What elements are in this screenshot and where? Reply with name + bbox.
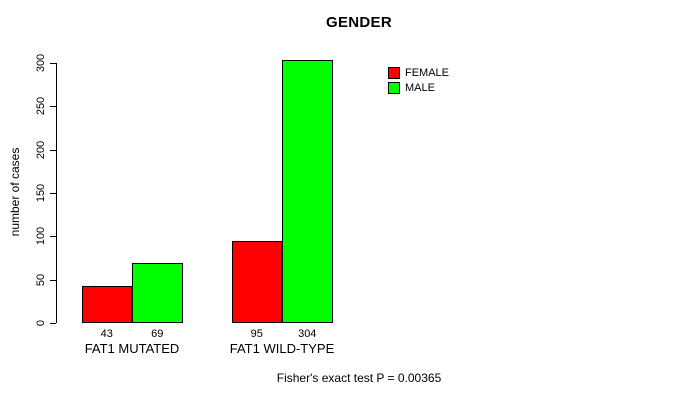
y-tick-label: 250 bbox=[35, 97, 47, 116]
y-tick-label: 200 bbox=[35, 140, 47, 159]
legend-swatch-male-icon bbox=[388, 81, 400, 94]
y-tick-mark bbox=[50, 323, 56, 324]
bar-value-label: 304 bbox=[298, 328, 317, 340]
y-tick-mark bbox=[50, 236, 56, 238]
bar-male-fat1-mutated bbox=[132, 263, 183, 323]
bar-male-fat1-wild-type bbox=[282, 59, 333, 323]
x-category-label: FAT1 MUTATED bbox=[84, 341, 180, 356]
legend-label-male: MALE bbox=[405, 81, 435, 94]
bar-female-fat1-mutated bbox=[81, 285, 132, 323]
legend-item-male: MALE bbox=[388, 80, 449, 95]
chart-title: GENDER bbox=[326, 14, 392, 31]
y-axis-line bbox=[56, 63, 57, 323]
y-tick-mark bbox=[50, 279, 56, 281]
caption-text: Fisher's exact test P = 0.00365 bbox=[276, 371, 442, 385]
legend-label-female: FEMALE bbox=[405, 66, 450, 79]
bar-female-fat1-wild-type bbox=[231, 240, 282, 323]
y-tick-mark bbox=[50, 149, 56, 151]
bar-value-label: 95 bbox=[250, 328, 263, 340]
legend-item-female: FEMALE bbox=[388, 65, 449, 80]
y-tick-mark bbox=[50, 63, 56, 64]
y-tick-mark bbox=[50, 106, 56, 108]
x-category-label: FAT1 WILD-TYPE bbox=[229, 341, 335, 356]
y-axis-label: number of cases bbox=[8, 147, 22, 237]
legend: FEMALE MALE bbox=[388, 65, 449, 95]
y-tick-label: 150 bbox=[35, 183, 47, 203]
y-tick-mark bbox=[50, 193, 56, 194]
y-tick-label: 50 bbox=[35, 273, 47, 286]
legend-swatch-female-icon bbox=[388, 66, 400, 79]
bar-value-label: 43 bbox=[100, 328, 113, 340]
y-tick-label: 0 bbox=[35, 319, 47, 327]
y-tick-label: 300 bbox=[35, 53, 47, 73]
y-tick-label: 100 bbox=[35, 227, 47, 246]
bar-value-label: 69 bbox=[151, 328, 164, 340]
